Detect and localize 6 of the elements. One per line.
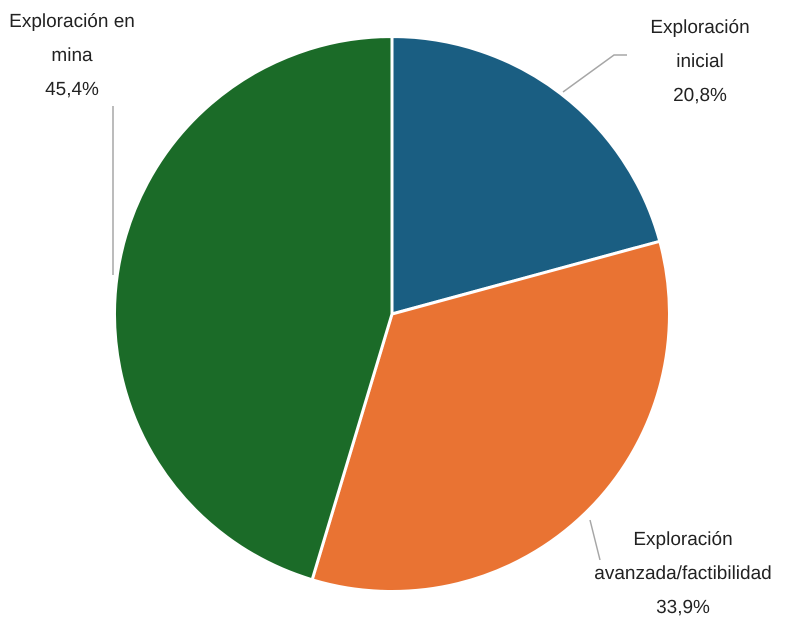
data-label: 20,8% [673, 85, 728, 106]
data-label: 45,4% [45, 79, 100, 100]
slice-label: Exploración avanzada/factibilidad [594, 529, 772, 584]
data-label: 33,9% [656, 597, 710, 617]
slice-label: Exploración inicial [650, 17, 750, 72]
slice-label: Exploración en mina [9, 11, 135, 66]
